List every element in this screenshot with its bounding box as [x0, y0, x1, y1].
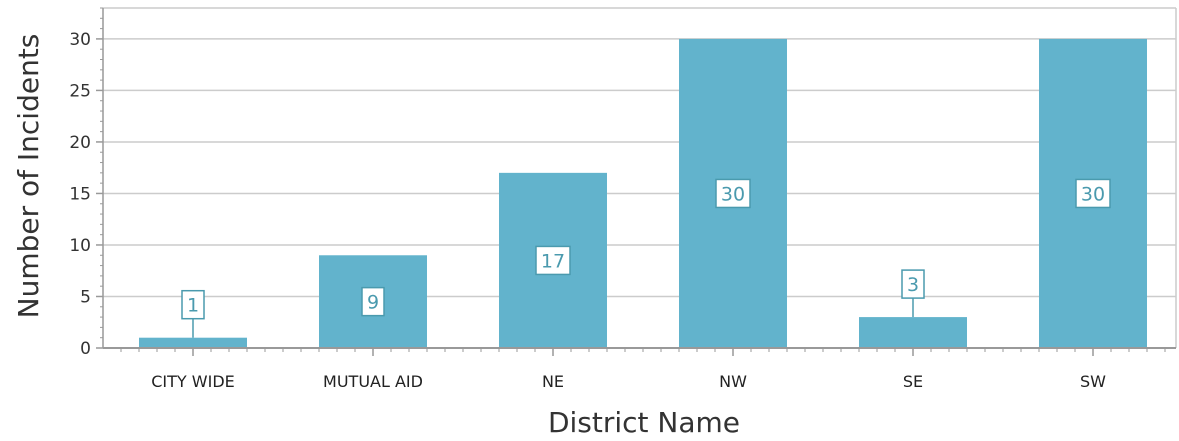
- data-label: 30: [1081, 183, 1105, 205]
- y-tick-label: 25: [69, 81, 91, 101]
- data-label-box: [181, 289, 205, 320]
- data-label-box: [715, 178, 751, 209]
- data-label-box: [361, 286, 385, 317]
- x-tick-label: SE: [903, 372, 923, 391]
- data-label: 17: [541, 250, 565, 272]
- y-tick-label: 5: [80, 287, 91, 307]
- y-tick-label: 15: [69, 184, 91, 204]
- x-tick-label: SW: [1080, 372, 1106, 391]
- x-axis-title: District Name: [548, 406, 740, 439]
- data-label-box: [1075, 178, 1111, 209]
- data-label: 1: [187, 295, 199, 317]
- y-tick-label: 0: [80, 339, 91, 359]
- x-tick-label: NE: [542, 372, 564, 391]
- x-tick-label: MUTUAL AID: [323, 372, 423, 391]
- data-labels: 1 9 17 30 3 30: [181, 178, 1111, 338]
- data-label-box: [535, 245, 571, 276]
- y-axis-title: Number of Incidents: [12, 34, 45, 319]
- y-tick-label: 20: [69, 133, 91, 153]
- data-label-box: [901, 269, 925, 299]
- gridlines: [103, 7, 1177, 348]
- data-label: 9: [367, 292, 379, 314]
- bar: [859, 317, 967, 348]
- data-label: 3: [907, 274, 919, 296]
- x-tick-label: NW: [719, 372, 747, 391]
- data-label: 30: [721, 183, 745, 205]
- bar: [139, 337, 247, 348]
- y-tick-label: 10: [69, 236, 91, 256]
- x-tick-label: CITY WIDE: [151, 372, 235, 391]
- y-tick-label: 30: [69, 30, 91, 50]
- axes: 0 5 10 15 20 25 30 CITY WIDE MUTUAL AID NE NW SE SW: [69, 7, 1176, 391]
